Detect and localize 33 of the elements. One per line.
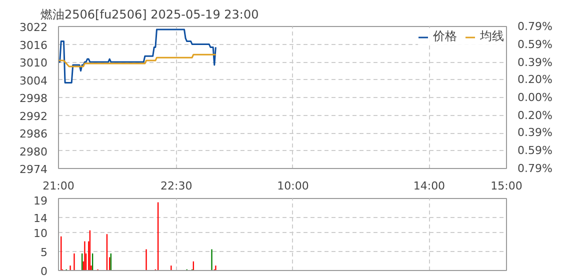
line-series xyxy=(58,54,216,68)
y2-tick-label: 0.79% xyxy=(518,20,552,33)
y-tick-label: 2998 xyxy=(20,92,48,105)
y2-tick-label: 0.39% xyxy=(518,126,552,140)
y-tick-label: 2992 xyxy=(20,110,48,123)
y2-tick-label: 0.39% xyxy=(518,56,552,69)
legend-label: 价格 xyxy=(433,28,457,45)
y2-tick-label: 0.59% xyxy=(518,144,552,158)
y-tick-label: 14 xyxy=(34,212,48,225)
y-tick-label: 10 xyxy=(34,227,48,240)
y-tick-label: 3010 xyxy=(20,56,48,70)
x-tick-label: 15:00 xyxy=(490,180,522,192)
x-tick-label: 14:00 xyxy=(413,180,446,192)
line-series xyxy=(58,28,216,84)
x-tick-label: 22:30 xyxy=(160,180,192,192)
y-tick-label: 2986 xyxy=(20,128,48,140)
y2-tick-label: 0.59% xyxy=(518,38,552,51)
x-tick-label: 10:00 xyxy=(277,180,309,192)
y2-tick-label: 0.79% xyxy=(518,162,552,175)
x-tick-label: 21:00 xyxy=(42,180,74,192)
legend-label: 均线 xyxy=(480,28,504,45)
y-tick-label: 5 xyxy=(40,246,48,260)
chart-title: 燃油2506[fu2506] 2025-05-19 23:00 xyxy=(40,8,259,22)
y-tick-label: 2974 xyxy=(20,163,48,176)
y-tick-label: 0 xyxy=(40,265,48,276)
y-tick-label: 3022 xyxy=(20,21,48,34)
y2-tick-label: 0.00% xyxy=(518,91,552,104)
y2-tick-label: 0.20% xyxy=(518,108,552,122)
y2-tick-label: 0.20% xyxy=(518,73,552,86)
y-tick-label: 3016 xyxy=(20,38,48,52)
y-tick-label: 19 xyxy=(34,194,48,208)
y-tick-label: 3004 xyxy=(20,74,48,88)
y-tick-label: 2980 xyxy=(20,145,48,158)
